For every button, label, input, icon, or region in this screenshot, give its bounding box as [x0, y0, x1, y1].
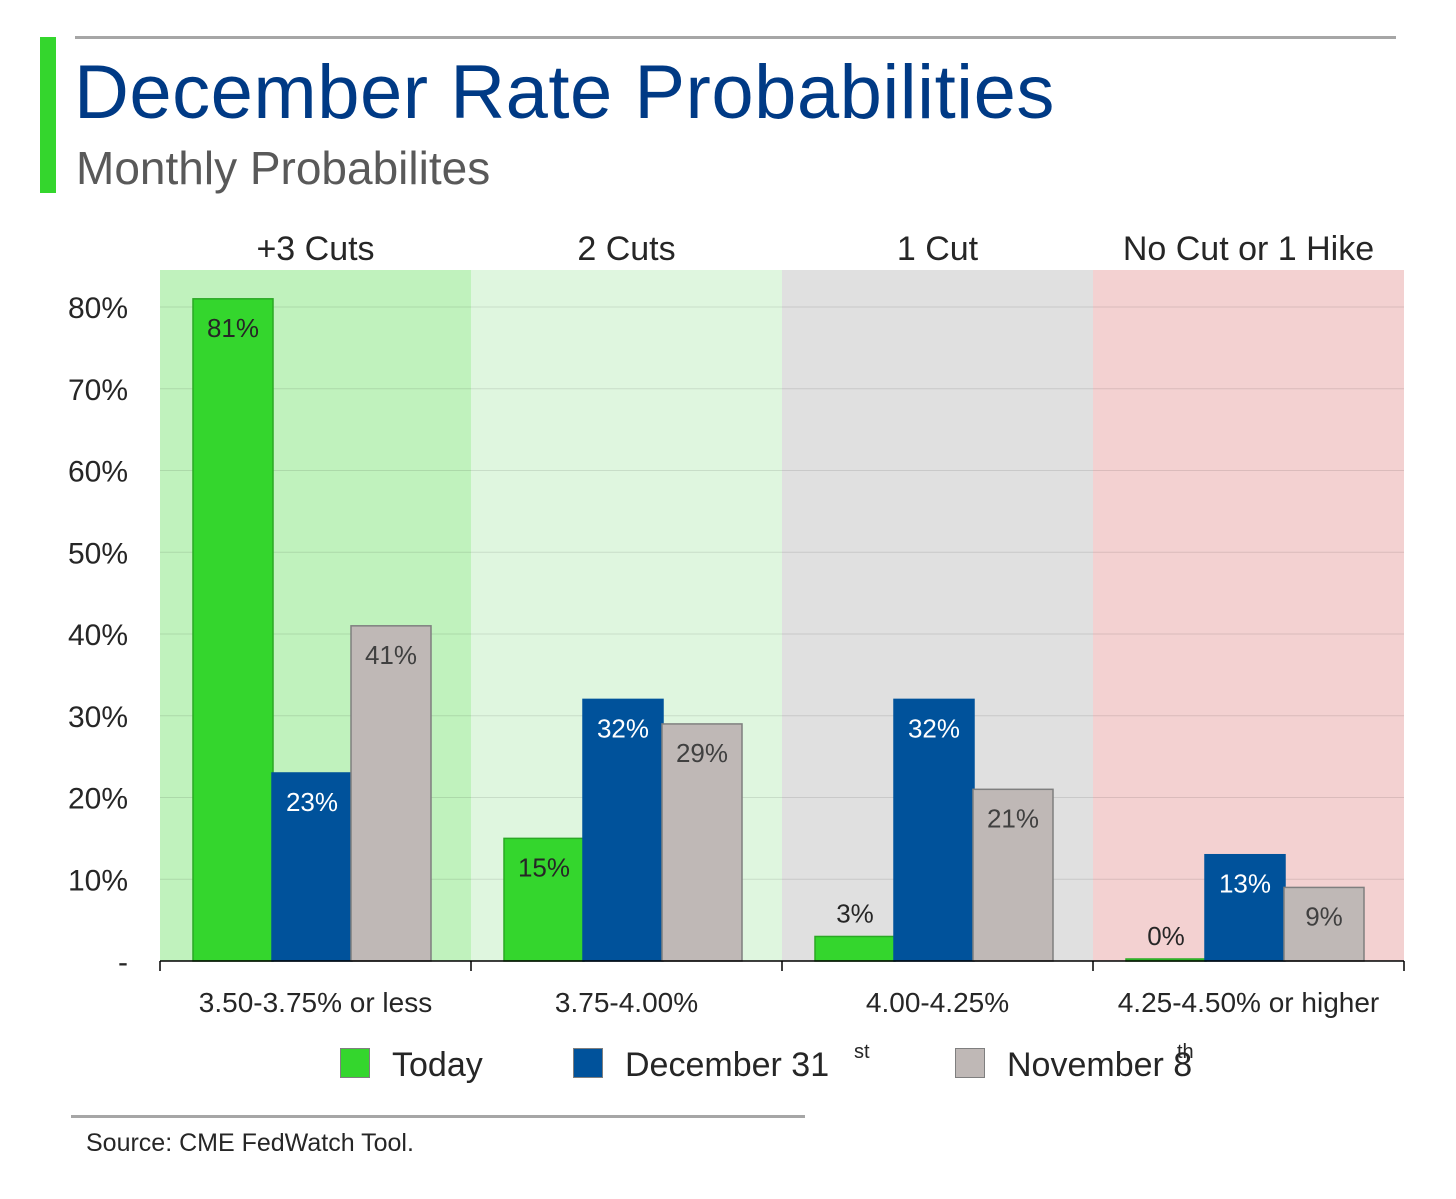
band-label: 1 Cut	[897, 230, 979, 268]
bottom-rule	[71, 1115, 805, 1118]
y-tick-label: 30%	[68, 701, 128, 734]
bar-chart: +3 Cuts 2 Cuts 1 Cut No Cut or 1 Hike - 10% 20…	[68, 230, 1405, 1018]
data-label: 23%	[286, 787, 338, 817]
legend-label: Today	[392, 1046, 483, 1084]
data-label: 81%	[207, 313, 259, 343]
legend-label-superscript: st	[854, 1041, 870, 1063]
data-label: 13%	[1219, 869, 1271, 899]
legend-label: November 8	[1007, 1046, 1193, 1084]
legend-swatch-today	[340, 1048, 370, 1078]
band-label: +3 Cuts	[256, 230, 374, 268]
top-rule	[75, 36, 1396, 39]
x-category-label: 3.75-4.00%	[555, 987, 698, 1018]
x-category-label: 4.25-4.50% or higher	[1118, 987, 1380, 1018]
legend-swatch-december-31st	[573, 1048, 603, 1078]
data-label: 32%	[908, 713, 960, 743]
bar	[350, 625, 432, 962]
data-label: 3%	[836, 898, 874, 928]
data-label: 9%	[1305, 901, 1343, 931]
x-category-label: 4.00-4.25%	[866, 987, 1009, 1018]
data-label: 0%	[1147, 921, 1185, 951]
y-tick-label: -	[118, 946, 128, 979]
bar	[661, 723, 743, 962]
bar	[893, 698, 975, 962]
y-tick-label: 70%	[68, 374, 128, 407]
y-tick-label: 40%	[68, 619, 128, 652]
data-label: 15%	[518, 852, 570, 882]
legend-swatch-november-8th	[955, 1048, 985, 1078]
legend-label-superscript: th	[1177, 1041, 1194, 1063]
band-label: No Cut or 1 Hike	[1123, 230, 1374, 268]
band-label: 2 Cuts	[577, 230, 675, 268]
legend: Today December 31 st November 8 th	[0, 1040, 1456, 1090]
data-label: 32%	[597, 713, 649, 743]
y-tick-label: 60%	[68, 456, 128, 489]
data-label: 21%	[987, 803, 1039, 833]
source-note: Source: CME FedWatch Tool.	[86, 1129, 414, 1157]
bar	[192, 298, 274, 962]
legend-label: December 31	[625, 1046, 830, 1084]
y-tick-label: 80%	[68, 292, 128, 325]
bar	[972, 788, 1054, 962]
y-tick-label: 10%	[68, 864, 128, 897]
page-subtitle: Monthly Probabilites	[76, 142, 491, 194]
y-tick-label: 20%	[68, 783, 128, 816]
bar	[271, 772, 353, 962]
bar	[814, 935, 896, 962]
bar	[1204, 853, 1286, 962]
data-label: 29%	[676, 738, 728, 768]
page-title: December Rate Probabilities	[74, 50, 1055, 135]
data-label: 41%	[365, 640, 417, 670]
band-background	[1093, 270, 1404, 961]
x-category-label: 3.50-3.75% or less	[199, 987, 432, 1018]
title-accent-bar	[40, 37, 56, 193]
y-tick-label: 50%	[68, 537, 128, 570]
